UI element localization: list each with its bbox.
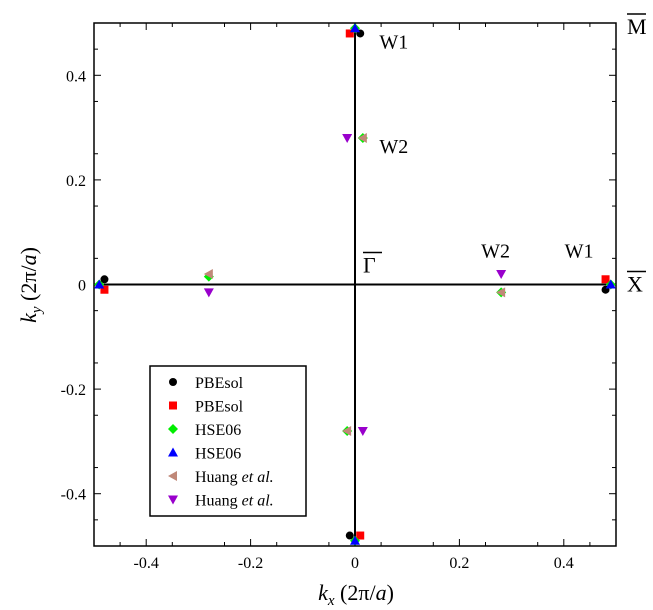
y-tick-label: 0.2	[66, 173, 86, 190]
data-point-triangle-up	[605, 279, 616, 289]
legend-label: HSE06	[195, 446, 241, 463]
y-tick-label: 0	[78, 278, 86, 295]
data-point-circle	[100, 275, 109, 284]
legend-marker-circle	[169, 378, 177, 386]
legend-label: Huang et al.	[195, 469, 274, 486]
annotation-w1: W1	[565, 241, 594, 263]
data-point-square	[345, 29, 354, 38]
legend-label: Huang et al.	[195, 493, 274, 510]
x-tick-label: -0.2	[238, 555, 263, 572]
legend-label: HSE06	[195, 422, 241, 439]
data-point-triangle-left	[357, 133, 367, 144]
data-point-triangle-down	[496, 270, 507, 280]
legend-label: PBEsol	[195, 399, 244, 416]
legend-marker-triangle-down	[168, 495, 178, 505]
legend-marker-diamond	[168, 424, 178, 434]
data-point-triangle-down	[357, 426, 368, 436]
annotations-group: Γ X M W1 W2 W2 W1	[363, 13, 647, 297]
data-point-triangle-left	[342, 425, 352, 436]
data-point-triangle-left	[496, 287, 506, 298]
x-point-label: X	[627, 272, 643, 297]
m-point-label: M	[627, 14, 647, 39]
x-axis-title: kx (2π/a)	[318, 580, 394, 609]
y-tick-label: 0.4	[66, 68, 86, 85]
data-point-circle	[345, 531, 354, 540]
legend-marker-triangle-up	[168, 447, 178, 457]
annotation-w1: W1	[379, 31, 408, 53]
data-point-square	[601, 275, 610, 284]
x-tick-label: 0.2	[449, 555, 469, 572]
data-point-square	[356, 531, 365, 540]
data-point-triangle-left	[203, 269, 213, 280]
data-point-triangle-down	[342, 134, 353, 144]
legend-box	[149, 365, 307, 517]
x-tick-label: 0.4	[554, 555, 574, 572]
annotation-w2: W2	[379, 136, 408, 158]
x-tick-label: 0	[351, 555, 359, 572]
gamma-label: Γ	[363, 253, 376, 278]
data-point-triangle-down	[203, 288, 214, 298]
data-point-triangle-up	[94, 279, 105, 289]
data-point-square	[100, 285, 109, 294]
legend-marker-triangle-left	[168, 471, 177, 481]
legend-label: PBEsol	[195, 375, 244, 392]
y-axis-title: ky (2π/a)	[16, 247, 45, 323]
annotation-w2: W2	[481, 241, 510, 263]
y-tick-label: -0.2	[61, 382, 86, 399]
legend-marker-square	[169, 401, 177, 410]
ticks-group: -0.4 -0.2 0 0.2 0.4 -0.4 -0.2 0 0.2 0.4	[61, 23, 616, 572]
data-point-triangle-up	[350, 535, 360, 545]
data-point-triangle-up	[350, 23, 360, 33]
x-tick-label: -0.4	[134, 555, 159, 572]
data-points-group	[94, 23, 616, 546]
legend: PBEsol PBEsol HSE06 HSE06 Huang et al. Huang …	[149, 365, 307, 517]
y-tick-label: -0.4	[61, 487, 86, 504]
